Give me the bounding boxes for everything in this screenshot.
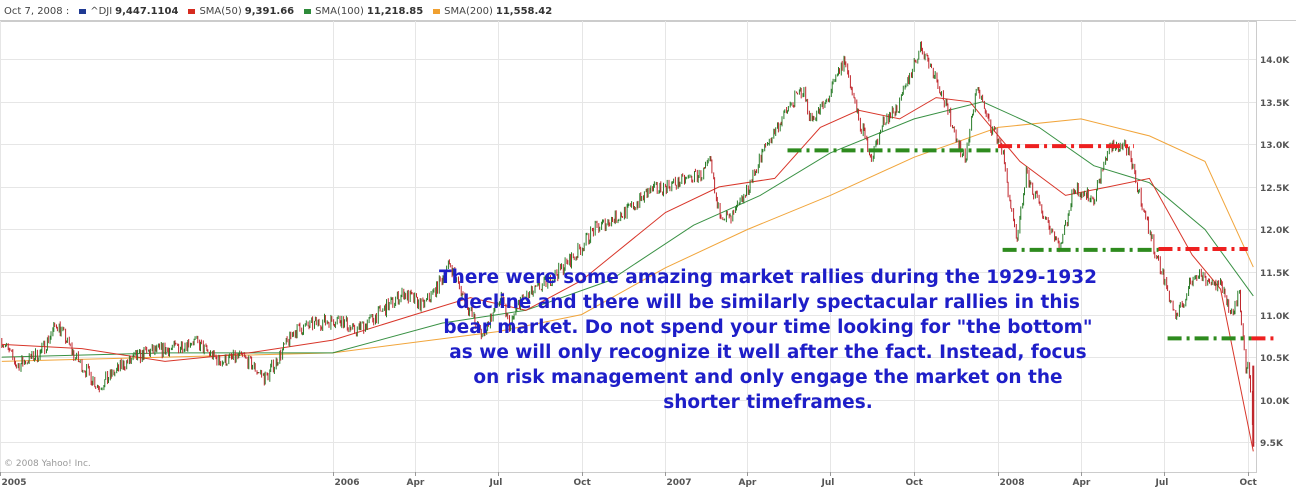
legend-value-dji: 9,447.1104 [115,5,179,17]
legend-value-sma50: 9,391.66 [244,5,295,17]
legend-label-sma50: SMA(50) [199,5,242,17]
x-tick-label: 2007 [667,478,692,488]
legend-swatch-dji [79,8,87,14]
legend-item-sma200: SMA(200) 11,558.42 [433,6,552,17]
x-tick-label: 2006 [335,478,360,488]
legend-date: Oct 7, 2008 : [4,5,70,17]
y-tick-label: 13.5K [1260,99,1290,109]
x-tick-label: Oct [906,478,924,488]
y-tick-label: 12.0K [1260,226,1290,236]
x-tick-label: Jul [821,478,835,488]
legend-label-dji: ^DJI [90,5,113,17]
y-tick-label: 12.5K [1260,184,1290,194]
plot-area [0,21,1257,473]
legend-swatch-sma50 [188,8,196,14]
copyright-text: © 2008 Yahoo! Inc. [4,459,91,469]
y-tick-label: 9.5K [1260,439,1284,449]
x-tick-label: Oct [574,478,592,488]
x-tick-label: Jul [489,478,503,488]
x-tick-label: Apr [407,478,425,488]
series-line-sma200 [1,118,1254,362]
y-tick-label: 11.5K [1260,269,1290,279]
series-line-sma100 [1,101,1254,358]
x-tick-label: Jul [1155,478,1169,488]
legend-value-sma200: 11,558.42 [495,5,553,17]
x-tick-label: Oct [1240,478,1258,488]
legend-item-sma100: SMA(100) 11,218.85 [304,6,423,17]
x-tick-label: 2005 [2,478,27,488]
legend-swatch-sma100 [304,8,312,14]
legend-item-sma50: SMA(50) 9,391.66 [188,6,294,17]
y-tick-label: 10.0K [1260,397,1290,407]
legend-label-sma200: SMA(200) [444,5,493,17]
legend-value-sma100: 11,218.85 [366,5,424,17]
series-line-sma50 [1,97,1254,452]
x-tick-label: 2008 [1000,478,1025,488]
x-tick-label: Apr [739,478,757,488]
y-tick-label: 10.5K [1260,354,1290,364]
x-tick-label: Apr [1073,478,1091,488]
legend-item-dji: ^DJI 9,447.1104 [79,6,178,17]
y-tick-label: 14.0K [1260,56,1290,66]
y-tick-label: 13.0K [1260,141,1290,151]
legend-label-sma100: SMA(100) [315,5,364,17]
y-tick-label: 11.0K [1260,312,1290,322]
legend-swatch-sma200 [433,8,441,14]
chart-legend: Oct 7, 2008 : ^DJI 9,447.1104 SMA(50) 9,… [4,2,562,20]
annotation-text: There were some amazing market rallies d… [439,267,1097,413]
